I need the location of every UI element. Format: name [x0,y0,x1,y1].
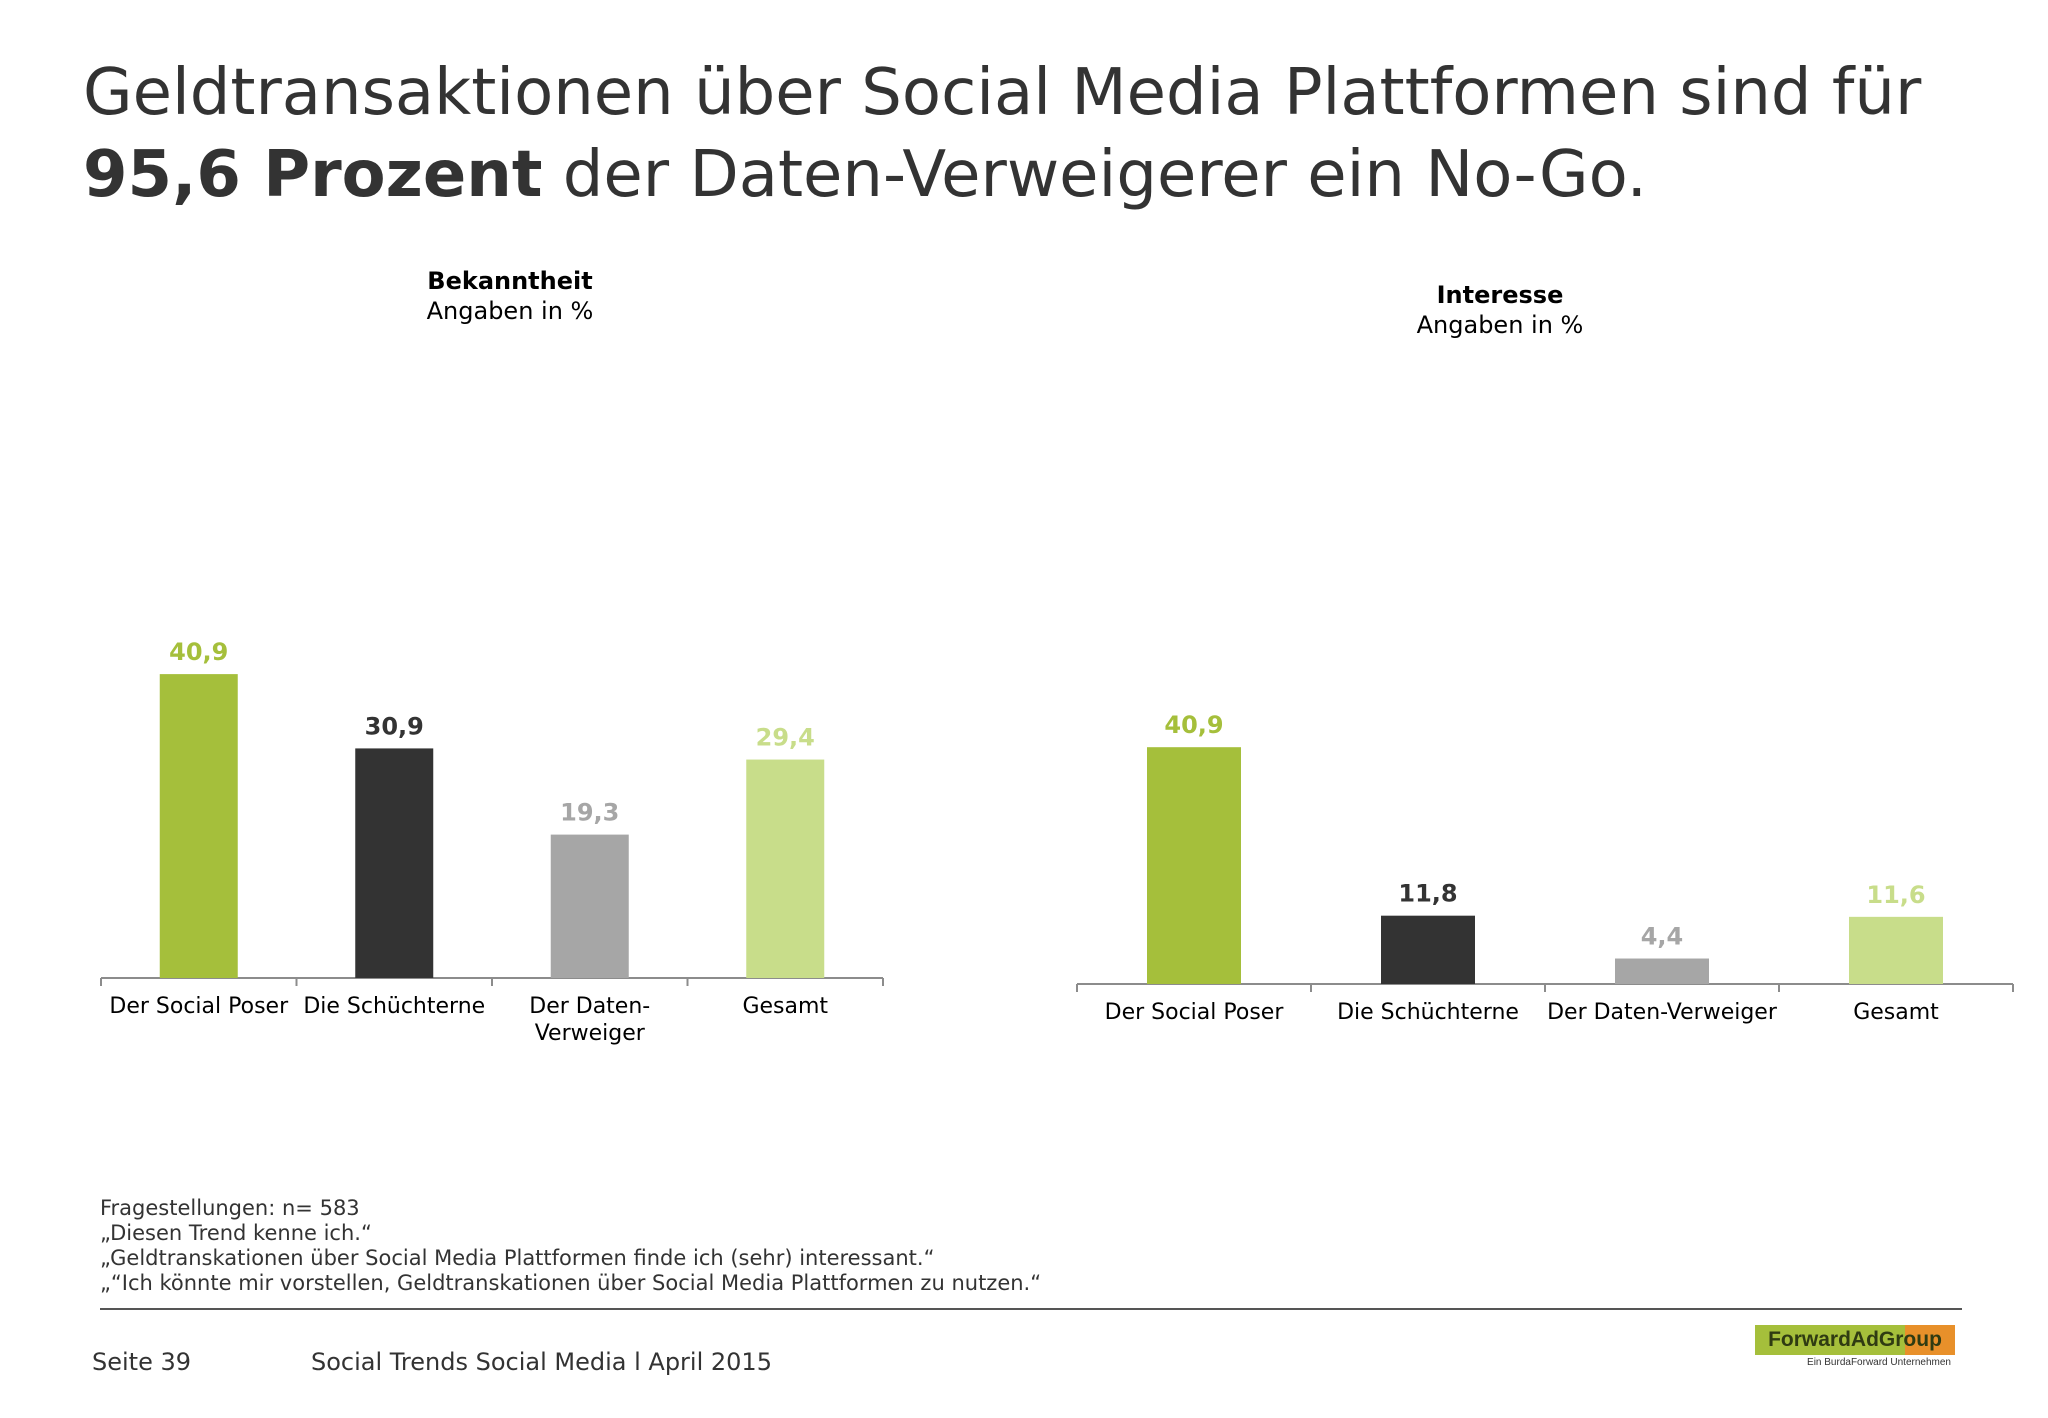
data-label: 19,3 [560,799,619,827]
category-label: Der Daten-Verweiger [1547,1000,1778,1025]
chart-2-title: Interesse [1436,281,1564,309]
category-label: Der Daten- [529,994,650,1019]
category-label: Der Social Poser [109,994,289,1019]
footnote-line: „Geldtranskationen über Social Media Pla… [100,1246,935,1270]
category-label: Die Schüchterne [303,994,485,1019]
footnote-line: „Diesen Trend kenne ich.“ [100,1221,372,1245]
title-line-1: Geldtransaktionen über Social Media Plat… [83,56,1922,130]
category-label: Gesamt [1853,1000,1939,1025]
category-label: Verweiger [535,1021,646,1046]
logo-name: ForwardAdGroup [1768,1328,1942,1351]
chart-2-heading: Interesse Angaben in % [1330,280,1670,340]
bar [1381,915,1475,984]
data-label: 40,9 [1164,711,1223,739]
title-highlight: 95,6 Prozent [83,138,543,212]
chart-1-title: Bekanntheit [427,267,593,295]
bar [550,834,629,978]
data-label: 4,4 [1641,923,1684,951]
page-title: Geldtransaktionen über Social Media Plat… [83,52,1983,216]
category-label: Die Schüchterne [1337,1000,1519,1025]
bar [355,748,434,978]
chart-2-subtitle: Angaben in % [1416,311,1584,339]
forwardadgroup-logo: ForwardAdGroup Ein BurdaForward Unterneh… [1755,1325,1955,1368]
page-number: Seite 39 [92,1348,192,1376]
chart-1-subtitle: Angaben in % [426,297,594,325]
data-label: 29,4 [756,724,815,752]
footer-divider [100,1308,1962,1310]
logo-mark: ForwardAdGroup [1755,1325,1955,1355]
footnote-line: „“Ich könnte mir vorstellen, Geldtranska… [100,1271,1042,1295]
logo-subline: Ein BurdaForward Unternehmen [1807,1357,1951,1368]
data-label: 11,6 [1866,881,1925,909]
title-rest: der Daten-Verweigerer ein No-Go. [542,138,1647,212]
bar [746,759,825,978]
bar [1147,747,1241,984]
footnote-line: Fragestellungen: n= 583 [100,1196,360,1220]
category-label: Der Social Poser [1105,1000,1285,1025]
data-label: 30,9 [365,712,424,740]
category-label: Gesamt [742,994,828,1019]
bar [1615,958,1709,984]
chart-1-heading: Bekanntheit Angaben in % [340,266,680,326]
data-label: 11,8 [1398,880,1457,908]
bar [159,674,238,978]
footnote: Fragestellungen: n= 583 „Diesen Trend ke… [100,1196,1041,1296]
data-label: 40,9 [169,638,228,666]
footer-text: Social Trends Social Media l April 2015 [311,1348,772,1376]
bar [1849,916,1943,984]
